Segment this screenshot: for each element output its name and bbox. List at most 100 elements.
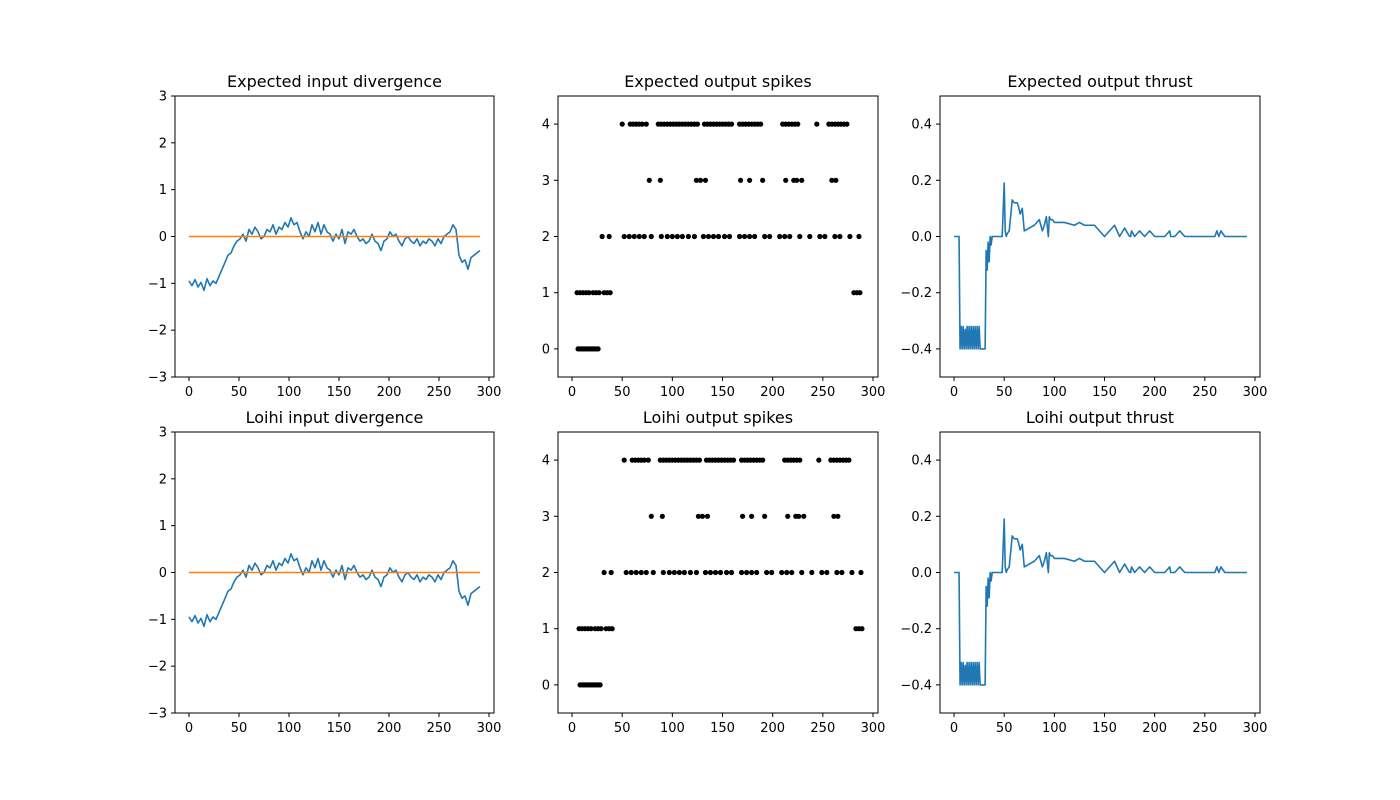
spike-point xyxy=(723,569,730,576)
x-tick-label: 200 xyxy=(377,721,402,736)
x-tick-label: 300 xyxy=(1243,385,1268,400)
spike-point xyxy=(586,290,592,296)
y-tick-label: 0 xyxy=(542,342,550,357)
spike-point xyxy=(596,290,602,296)
y-tick-label: 2 xyxy=(159,472,167,487)
spike-point xyxy=(831,513,837,519)
plot-area xyxy=(574,121,863,352)
spike-point xyxy=(639,121,645,127)
y-tick-label: 0 xyxy=(159,566,167,581)
x-tick-label: 200 xyxy=(760,721,785,736)
x-tick-label: 300 xyxy=(861,721,886,736)
x-tick-label: 100 xyxy=(1042,721,1067,736)
spike-point xyxy=(643,121,649,127)
spike-point xyxy=(787,233,793,240)
series-line xyxy=(954,518,1247,686)
spike-point xyxy=(858,569,864,576)
spike-point xyxy=(606,233,612,240)
spike-point xyxy=(609,626,615,632)
spike-point xyxy=(796,513,802,519)
spike-point xyxy=(762,233,768,240)
y-tick-label: 0.2 xyxy=(911,174,932,189)
spike-point xyxy=(588,626,594,632)
x-tick-label: 0 xyxy=(568,385,576,400)
spike-point xyxy=(730,457,737,463)
spike-point xyxy=(795,121,801,127)
y-tick-label: −0.2 xyxy=(900,622,932,637)
x-tick-label: 150 xyxy=(1092,385,1117,400)
spike-point xyxy=(785,513,791,519)
spike-point xyxy=(835,513,841,519)
spike-point xyxy=(779,569,785,576)
spike-point xyxy=(839,569,845,576)
spike-point xyxy=(715,233,722,240)
subplot-title: Loihi output thrust xyxy=(1026,408,1174,427)
subplot-4: Loihi input divergence 0 50 100 150 200 250 300… xyxy=(148,408,502,736)
spike-point xyxy=(645,457,651,463)
spike-point xyxy=(809,569,815,576)
y-tick-label: 2 xyxy=(542,230,550,245)
y-tick-label: 0 xyxy=(159,230,167,245)
spike-point xyxy=(685,233,692,240)
subplot-1: Expected input divergence 0 50 100 150 200 250… xyxy=(148,72,502,400)
x-tick-label: 200 xyxy=(1142,721,1167,736)
x-tick-label: 50 xyxy=(614,385,631,400)
spike-point xyxy=(607,290,613,296)
spike-point xyxy=(749,569,755,576)
x-tick-label: 50 xyxy=(614,721,631,736)
x-tick-label: 250 xyxy=(810,385,835,400)
y-tick-label: −0.2 xyxy=(900,286,932,301)
y-tick-label: 4 xyxy=(542,118,550,133)
spike-point xyxy=(650,569,656,576)
x-tick-label: 100 xyxy=(660,385,685,400)
spike-point xyxy=(856,233,862,240)
spike-point xyxy=(760,177,766,183)
spike-point xyxy=(807,233,813,240)
y-tick-label: 1 xyxy=(159,183,167,198)
spike-point xyxy=(767,233,773,240)
spike-point xyxy=(743,569,750,576)
plot-area xyxy=(954,182,1247,350)
spike-point xyxy=(648,233,654,240)
plot-area xyxy=(954,518,1247,686)
spike-point xyxy=(702,569,709,576)
spike-point xyxy=(783,177,789,183)
x-tick-label: 250 xyxy=(810,721,835,736)
spike-point xyxy=(659,513,665,519)
spike-point xyxy=(794,177,800,183)
x-tick-label: 150 xyxy=(327,385,352,400)
x-tick-label: 150 xyxy=(710,721,735,736)
spike-point xyxy=(747,177,753,183)
spike-point xyxy=(598,626,604,632)
spike-point xyxy=(643,569,649,576)
x-tick-label: 200 xyxy=(377,385,402,400)
y-tick-label: −1 xyxy=(148,277,167,292)
spike-point xyxy=(671,569,677,576)
spike-point xyxy=(666,569,672,576)
spike-point xyxy=(799,569,805,576)
y-tick-label: 2 xyxy=(542,566,550,581)
spike-point xyxy=(797,233,803,240)
spike-point xyxy=(641,233,647,240)
y-tick-label: 2 xyxy=(159,136,167,151)
x-tick-label: 0 xyxy=(950,721,958,736)
y-tick-label: 3 xyxy=(159,90,167,105)
y-tick-label: 0.2 xyxy=(911,510,932,525)
spike-point xyxy=(638,569,644,576)
x-tick-label: 250 xyxy=(427,385,452,400)
spike-point xyxy=(705,233,712,240)
subplot-6: Loihi output thrust 0 50 100 150 200 250 300 −0.… xyxy=(900,408,1267,736)
x-tick-label: 300 xyxy=(477,385,502,400)
spike-point xyxy=(633,569,639,576)
spike-point xyxy=(762,513,768,519)
spike-point xyxy=(799,177,805,183)
spike-point xyxy=(817,233,823,240)
spike-point xyxy=(857,290,863,296)
spike-point xyxy=(837,233,843,240)
subplot-title: Loihi input divergence xyxy=(246,408,424,427)
subplot-title: Expected output thrust xyxy=(1007,72,1192,91)
spike-point xyxy=(696,457,703,463)
spike-point xyxy=(749,513,755,519)
subplot-title: Loihi output spikes xyxy=(643,408,793,427)
x-tick-label: 250 xyxy=(427,721,452,736)
